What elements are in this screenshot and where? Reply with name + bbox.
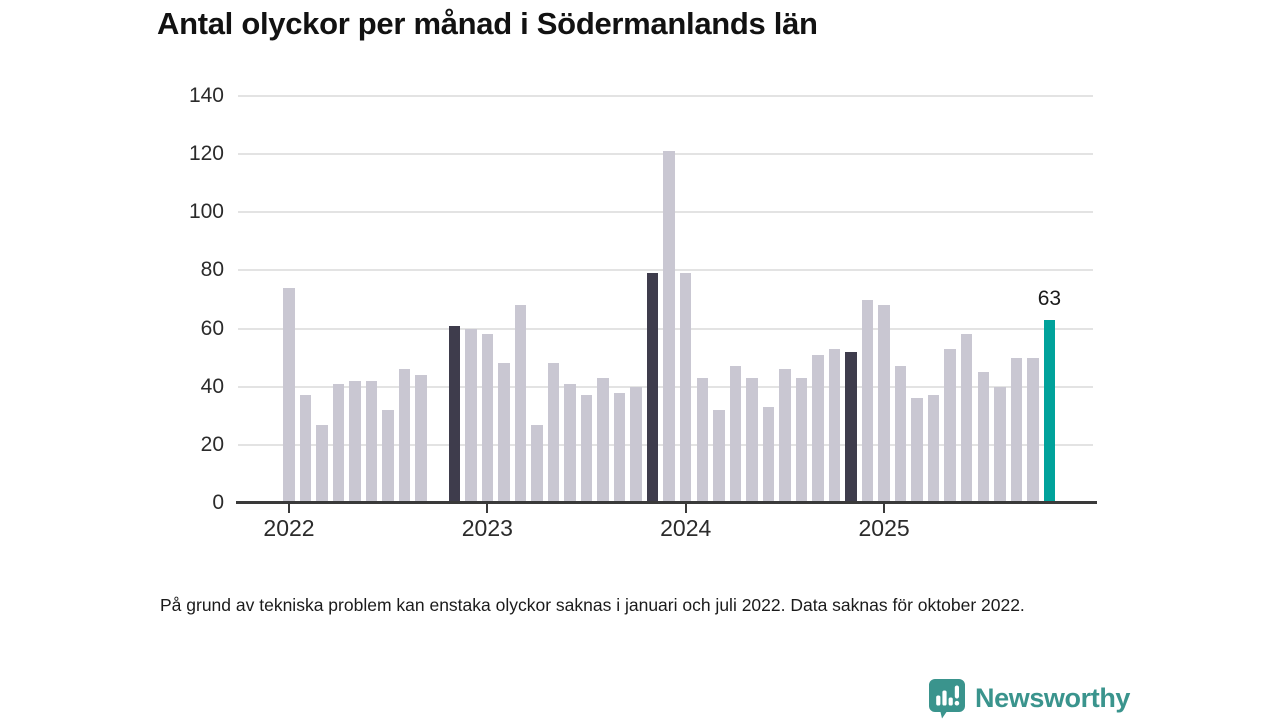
bar-2022-03 (316, 424, 328, 503)
bar-value-label: 63 (1037, 286, 1062, 310)
bar-2022-01 (283, 287, 295, 503)
y-tick-label: 20 (200, 432, 224, 456)
x-tick-2024 (684, 504, 687, 513)
bar-2023-04 (531, 424, 543, 503)
bar-2022-05 (349, 380, 361, 503)
bar-2025-11 (1043, 319, 1056, 503)
bar-2025-01 (878, 305, 890, 503)
bar-2024-08 (795, 377, 808, 503)
bar-2024-02 (696, 377, 708, 503)
x-axis-line (236, 501, 1097, 504)
bar-2025-02 (894, 366, 907, 503)
year-label-2022: 2022 (263, 515, 315, 541)
gridline (238, 95, 1093, 97)
y-tick-label: 140 (188, 84, 224, 107)
bar-2024-07 (779, 369, 791, 503)
y-tick-label: 100 (188, 200, 224, 224)
bar-2023-06 (564, 383, 576, 503)
bar-2024-04 (729, 366, 742, 503)
y-tick-label: 0 (212, 491, 224, 514)
chart-title: Antal olyckor per månad i Södermanlands … (157, 6, 818, 41)
bar-2024-01 (679, 273, 692, 503)
bar-2022-09 (415, 375, 427, 503)
year-label-2024: 2024 (660, 515, 712, 541)
bar-2022-08 (398, 369, 411, 503)
bar-2025-07 (977, 372, 989, 503)
bar-2024-10 (828, 348, 841, 503)
bar-2024-11 (845, 351, 857, 503)
bar-2023-08 (597, 377, 609, 503)
x-tick-2023 (486, 504, 489, 513)
bar-2024-09 (812, 354, 824, 503)
bar-2022-06 (365, 380, 378, 503)
bar-2025-10 (1027, 357, 1039, 503)
x-tick-2025 (883, 504, 886, 513)
newsworthy-logo-text: Newsworthy (975, 682, 1131, 713)
bar-2025-04 (927, 395, 940, 503)
x-tick-2022 (288, 504, 290, 513)
bar-2024-03 (713, 409, 725, 503)
bar-2023-11 (646, 273, 659, 503)
footnote: På grund av tekniska problem kan enstaka… (160, 595, 1025, 615)
bar-2023-07 (580, 395, 593, 503)
bar-2022-11 (448, 325, 461, 503)
bar-2025-06 (960, 334, 973, 503)
bar-2023-10 (630, 386, 642, 503)
y-tick-label: 40 (200, 374, 224, 398)
bar-2023-03 (514, 305, 527, 503)
bar-2024-12 (861, 299, 874, 503)
y-tick-label: 80 (200, 258, 224, 282)
newsworthy-logo: Newsworthy (928, 677, 1130, 719)
bar-2022-04 (332, 383, 345, 503)
bar-2023-01 (481, 334, 494, 503)
bar-2023-05 (547, 363, 560, 503)
bar-chart-speech-bubble-icon (928, 678, 966, 719)
bar-2025-09 (1010, 357, 1023, 503)
bar-2025-05 (944, 348, 956, 503)
bar-2023-09 (613, 392, 626, 503)
y-tick-label: 60 (200, 316, 224, 340)
bar-2022-02 (299, 395, 312, 503)
bar-2022-07 (382, 409, 394, 503)
year-label-2023: 2023 (461, 515, 513, 541)
bar-2023-12 (663, 151, 675, 503)
y-tick-label: 120 (188, 142, 224, 166)
bar-2023-02 (498, 363, 510, 503)
year-label-2025: 2025 (858, 515, 910, 541)
bar-2025-03 (911, 398, 923, 503)
bar-2024-05 (746, 377, 758, 503)
bar-2024-06 (762, 407, 775, 503)
bar-2022-12 (465, 328, 477, 503)
bar-2025-08 (994, 386, 1006, 503)
